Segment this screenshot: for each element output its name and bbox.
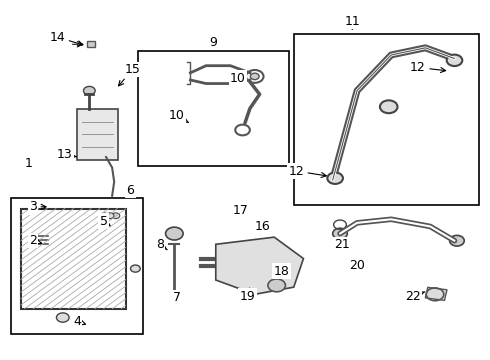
Text: 16: 16 — [254, 220, 270, 233]
Circle shape — [250, 73, 259, 80]
Text: 7: 7 — [173, 291, 181, 305]
Bar — [294, 33, 479, 205]
Circle shape — [83, 86, 95, 95]
Text: 14: 14 — [49, 31, 83, 46]
Text: 4: 4 — [73, 315, 86, 328]
Text: 11: 11 — [344, 14, 360, 29]
Text: 9: 9 — [209, 36, 217, 49]
Circle shape — [450, 235, 464, 246]
Text: 5: 5 — [99, 215, 110, 228]
Text: 3: 3 — [29, 200, 46, 213]
Bar — [11, 198, 143, 334]
Text: 20: 20 — [349, 259, 365, 272]
Circle shape — [268, 279, 286, 292]
Bar — [425, 287, 447, 300]
Circle shape — [380, 100, 397, 113]
Text: 15: 15 — [119, 63, 141, 86]
Text: 22: 22 — [405, 289, 425, 303]
Circle shape — [327, 172, 343, 184]
Text: 10: 10 — [169, 109, 189, 122]
Text: 2: 2 — [29, 234, 42, 247]
Bar — [138, 51, 289, 166]
Circle shape — [447, 55, 462, 66]
Bar — [21, 208, 125, 309]
Text: 12: 12 — [410, 61, 445, 74]
Circle shape — [106, 213, 114, 219]
Bar — [87, 41, 96, 47]
Text: 8: 8 — [156, 238, 167, 251]
Text: 18: 18 — [273, 265, 290, 278]
Circle shape — [56, 313, 69, 322]
Text: 17: 17 — [232, 204, 248, 217]
Circle shape — [112, 213, 120, 219]
Bar — [77, 109, 118, 160]
Text: 10: 10 — [230, 72, 245, 85]
Text: 6: 6 — [126, 184, 134, 197]
Circle shape — [130, 265, 140, 272]
Polygon shape — [216, 237, 303, 294]
Circle shape — [166, 227, 183, 240]
Circle shape — [333, 228, 347, 239]
Text: 12: 12 — [288, 165, 326, 177]
Text: 19: 19 — [240, 288, 255, 303]
Circle shape — [100, 213, 108, 219]
Text: 1: 1 — [24, 157, 32, 170]
Text: 21: 21 — [335, 238, 350, 251]
Text: 13: 13 — [57, 148, 76, 162]
